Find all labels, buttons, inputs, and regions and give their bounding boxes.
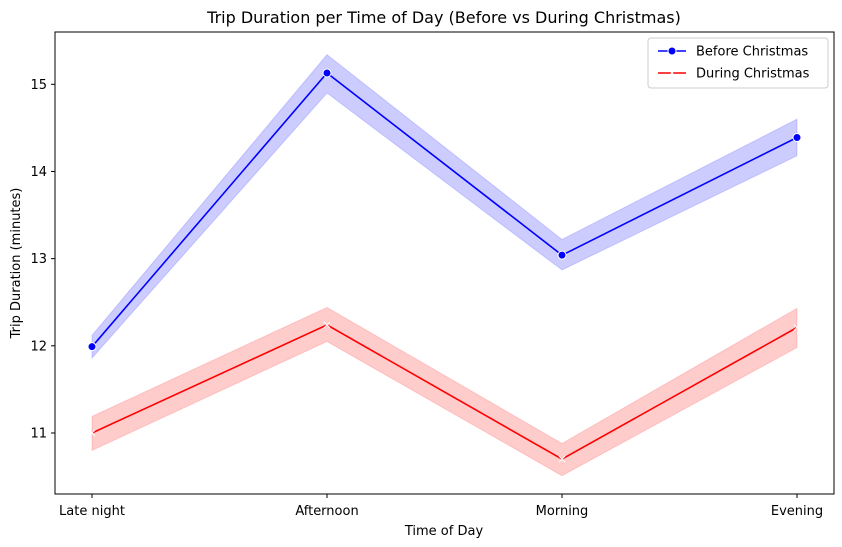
legend-label-1: During Christmas (696, 67, 810, 82)
plot-area (87, 53, 802, 477)
x-tick-label: Evening (771, 504, 823, 519)
data-point-0-2 (557, 250, 567, 260)
legend-marker-1 (668, 69, 676, 77)
x-tick-label: Late night (59, 504, 125, 519)
chart-title: Trip Duration per Time of Day (Before vs… (206, 8, 681, 27)
series-line-0 (91, 71, 798, 348)
marker-stroke (668, 69, 676, 77)
y-tick-label: 15 (30, 78, 47, 93)
x-axis: Late night Afternoon Morning Evening (59, 494, 823, 519)
y-axis-label: Trip Duration (minutes) (9, 188, 24, 340)
legend: Before Christmas During Christmas (647, 37, 829, 89)
marker-stroke (558, 455, 566, 463)
data-point-1-0 (88, 429, 96, 437)
data-point-1-2 (558, 455, 566, 463)
data-point-1-3 (793, 324, 801, 331)
y-tick-label: 13 (30, 252, 47, 267)
x-tick-label: Morning (536, 504, 589, 519)
x-axis-label: Time of Day (404, 524, 484, 539)
data-point-0-0 (87, 342, 97, 352)
series-line-1 (91, 323, 798, 461)
y-tick-label: 14 (30, 165, 47, 180)
marker-stroke (88, 429, 96, 437)
y-axis: 11 12 13 14 15 (30, 78, 55, 441)
legend-label-0: Before Christmas (696, 45, 808, 60)
data-point-0-1 (322, 68, 332, 78)
legend-marker-0 (667, 46, 677, 56)
data-point-0-3 (792, 132, 802, 142)
y-tick-label: 11 (30, 426, 47, 441)
y-tick-label: 12 (30, 339, 47, 354)
confidence-band-0 (91, 53, 798, 360)
data-point-1-1 (323, 321, 331, 329)
x-tick-label: Afternoon (295, 504, 358, 519)
plot-frame (54, 31, 835, 495)
legend-box (647, 37, 829, 89)
marker-stroke (793, 324, 801, 331)
marker-stroke (323, 321, 331, 329)
